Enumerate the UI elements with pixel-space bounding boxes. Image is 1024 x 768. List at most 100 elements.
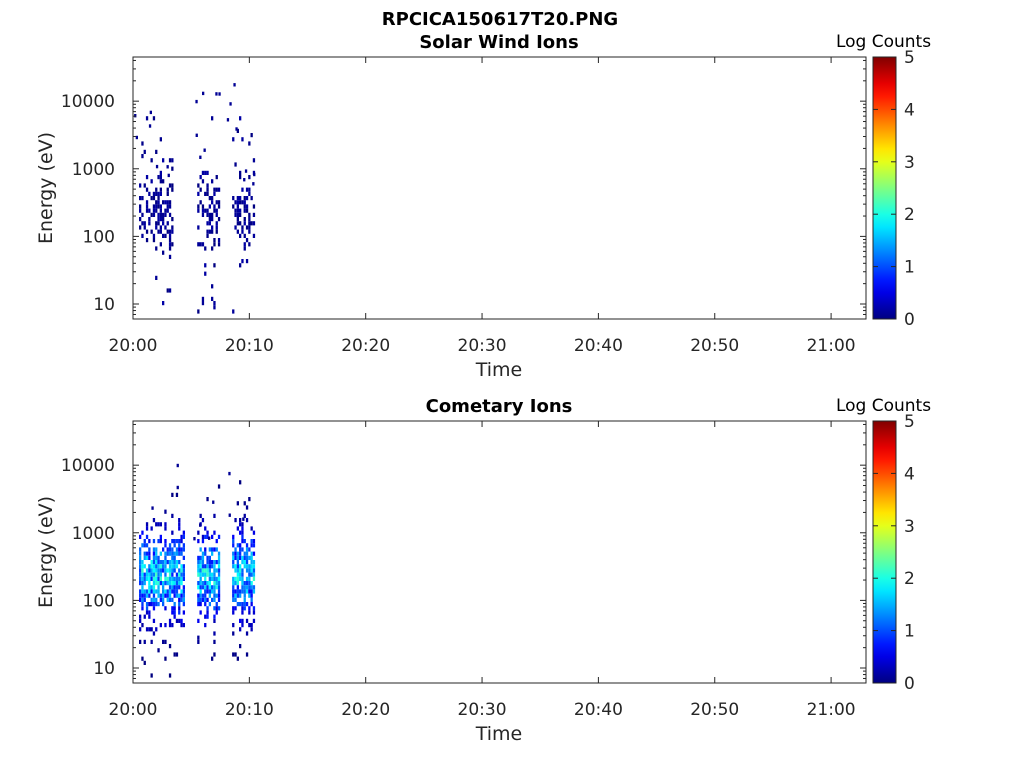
heatmap-cell xyxy=(168,597,172,602)
heatmap-cell xyxy=(139,217,142,222)
heatmap-cell xyxy=(162,568,165,573)
heatmap-cell xyxy=(206,560,209,565)
heatmap-cell xyxy=(234,652,237,657)
heatmap-cell xyxy=(139,183,142,188)
heatmap-cell xyxy=(157,572,160,577)
heatmap-cell xyxy=(141,656,144,661)
heatmap-cell xyxy=(164,200,167,205)
heatmap-cell xyxy=(143,555,146,560)
heatmap-cell xyxy=(208,568,211,573)
heatmap-cell xyxy=(171,572,174,577)
heatmap-cell xyxy=(148,564,151,569)
heatmap-cell xyxy=(236,501,239,506)
x-tick-label: 21:00 xyxy=(807,336,856,356)
heatmap-cell xyxy=(199,568,202,573)
heatmap-cell xyxy=(166,221,169,226)
heatmap-cell xyxy=(217,589,221,594)
heatmap-cell xyxy=(150,229,153,234)
heatmap-cell xyxy=(232,564,235,569)
heatmap-cell xyxy=(159,225,162,230)
heatmap-cell xyxy=(208,560,211,565)
heatmap-cell xyxy=(248,497,251,502)
heatmap-cell xyxy=(168,568,172,573)
heatmap-cell xyxy=(248,589,251,594)
heatmap-cell xyxy=(217,581,221,586)
heatmap-cell xyxy=(150,589,153,594)
heatmap-cell xyxy=(164,564,167,569)
heatmap-cell xyxy=(143,639,146,644)
heatmap-cell xyxy=(245,576,249,581)
heatmap-cell xyxy=(166,229,169,234)
x-tick-label: 20:20 xyxy=(341,700,390,720)
heatmap-cell xyxy=(197,242,200,247)
heatmap-cell xyxy=(168,623,172,628)
heatmap-cell xyxy=(239,618,242,623)
heatmap-cell xyxy=(157,593,160,598)
heatmap-cell xyxy=(212,500,215,504)
heatmap-cell xyxy=(213,530,216,535)
heatmap-cell xyxy=(178,606,181,611)
heatmap-cell xyxy=(157,589,160,594)
heatmap-cell xyxy=(204,564,207,569)
heatmap-cell xyxy=(145,593,149,598)
heatmap-cell xyxy=(232,581,235,586)
heatmap-cell xyxy=(213,187,216,192)
heatmap-cell xyxy=(152,191,156,196)
heatmap-cell xyxy=(217,576,221,581)
heatmap-cell xyxy=(145,589,149,594)
heatmap-cell xyxy=(201,555,205,560)
heatmap-cells xyxy=(139,463,256,678)
heatmap-cell xyxy=(176,485,179,490)
heatmap-cell xyxy=(159,212,162,217)
heatmap-cell xyxy=(248,191,251,196)
heatmap-cell xyxy=(143,149,146,154)
heatmap-cell xyxy=(151,506,154,510)
heatmap-cell xyxy=(252,618,256,623)
heatmap-cell xyxy=(197,204,200,209)
heatmap-cell xyxy=(148,568,151,573)
heatmap-cell xyxy=(211,225,214,230)
heatmap-cell xyxy=(182,555,185,560)
heatmap-cell xyxy=(250,602,253,607)
y-axis-label: Energy (eV) xyxy=(35,132,57,244)
heatmap-cell xyxy=(213,652,216,657)
heatmap-cell xyxy=(152,606,156,611)
heatmap-cell xyxy=(245,259,249,264)
heatmap-cell xyxy=(173,543,176,548)
heatmap-cell xyxy=(248,555,251,560)
heatmap-cell xyxy=(248,610,251,615)
heatmap-cell xyxy=(152,539,156,544)
heatmap-cell xyxy=(180,618,183,623)
heatmap-cell xyxy=(145,204,149,209)
heatmap-cell xyxy=(180,564,183,569)
heatmap-cell xyxy=(182,572,185,577)
heatmap-cell xyxy=(243,204,246,209)
heatmap-cell xyxy=(234,581,237,586)
heatmap-cell xyxy=(252,182,255,186)
heatmap-cell xyxy=(141,233,144,238)
heatmap-cell xyxy=(236,128,239,133)
heatmap-cell xyxy=(159,560,162,565)
heatmap-cell xyxy=(241,534,244,539)
heatmap-cell xyxy=(232,606,235,611)
heatmap-cell xyxy=(150,639,153,644)
heatmap-cell xyxy=(215,229,218,234)
heatmap-cell xyxy=(148,539,151,544)
heatmap-cell xyxy=(211,296,214,301)
heatmap-cell xyxy=(248,229,251,234)
heatmap-cell xyxy=(178,581,181,586)
heatmap-cell xyxy=(204,572,207,577)
heatmap-cell xyxy=(155,589,158,594)
heatmap-cell xyxy=(239,543,242,548)
heatmap-cell xyxy=(248,576,251,581)
heatmap-cell xyxy=(173,568,176,573)
heatmap-cell xyxy=(182,597,185,602)
heatmap-cell xyxy=(197,183,200,188)
heatmap-cell xyxy=(199,572,202,577)
heatmap-cell xyxy=(252,551,256,556)
y-tick-label: 10 xyxy=(93,295,115,315)
heatmap-cell xyxy=(171,551,174,556)
heatmap-cell xyxy=(175,539,179,544)
heatmap-cell xyxy=(250,526,253,531)
heatmap-cell xyxy=(150,597,153,602)
